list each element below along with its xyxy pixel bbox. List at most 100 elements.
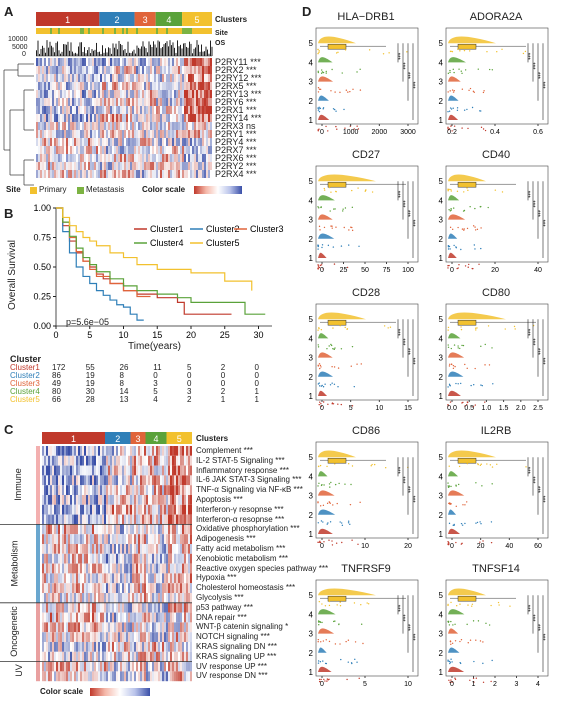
heatmap-cell (146, 138, 148, 146)
rain-point (459, 50, 461, 52)
rain-point (463, 209, 466, 212)
pathway-cell (160, 446, 162, 456)
heatmap-cell (50, 154, 52, 162)
pathway-cell (186, 495, 188, 505)
gene-label: P2RX3 ns (215, 121, 256, 131)
pathway-cell (150, 524, 152, 535)
pathway-cell (158, 602, 160, 613)
pathway-cell (70, 475, 72, 486)
pathway-cell (154, 446, 156, 456)
heatmap-cell (76, 130, 78, 138)
heatmap-cell (192, 146, 194, 154)
pathway-cell (112, 612, 114, 623)
pathway-cell (92, 651, 94, 662)
rain-point (351, 539, 353, 541)
pathway-cell (54, 583, 56, 593)
pathway-cell (114, 485, 116, 495)
rain-point (490, 541, 493, 544)
pathway-cell (68, 622, 70, 633)
rain-point (452, 91, 455, 93)
heatmap-cell (170, 114, 172, 122)
rain-point (350, 483, 352, 486)
pathway-cell (142, 573, 144, 584)
pathway-cell (44, 485, 46, 495)
pathway-label: Oxidative phosphorylation *** (196, 524, 300, 534)
pathway-cell (140, 475, 142, 486)
heatmap-cell (36, 154, 38, 162)
pathway-cell (120, 593, 122, 603)
heatmap-cell (136, 114, 138, 122)
pathway-cell (186, 446, 188, 456)
heatmap-cell (68, 98, 70, 106)
pathway-cell (88, 593, 90, 603)
pathway-cell (120, 475, 122, 486)
heatmap-cell (128, 162, 130, 170)
pathway-cell (48, 651, 50, 662)
pathway-cell (150, 583, 152, 593)
rain-point (447, 326, 450, 329)
rain-point (343, 108, 345, 111)
pathway-cell (130, 671, 132, 682)
pathway-cell (132, 632, 134, 642)
heatmap-cell (40, 74, 42, 82)
raincloud-row-label: 2 (439, 97, 444, 106)
raincloud-row-label: 1 (309, 392, 314, 401)
pathway-cell (186, 455, 188, 466)
pathway-cell (64, 504, 66, 515)
pathway-cell (96, 612, 98, 623)
heatmap-cell (108, 74, 110, 82)
heatmap-cell (82, 122, 84, 130)
heatmap-cell (56, 114, 58, 122)
pathway-cell (168, 632, 170, 642)
heatmap-cell (84, 90, 86, 98)
pathway-cell (124, 544, 126, 554)
heatmap-cell (112, 114, 114, 122)
rain-point (371, 463, 373, 466)
pathway-cell (144, 514, 146, 525)
os-bar (147, 52, 148, 56)
pathway-cell (170, 534, 172, 544)
rain-point (449, 226, 452, 229)
pathway-cell (142, 642, 144, 652)
pathway-cell (108, 534, 110, 544)
pathway-cell (146, 553, 148, 564)
heatmap-cell (100, 66, 102, 74)
raincloud-x-tick-label: 0.0 (447, 405, 457, 412)
rain-point (450, 658, 452, 660)
pathway-cell (126, 622, 128, 633)
pathway-cell (44, 593, 46, 603)
survival-x-tick-label: 20 (186, 330, 196, 340)
heatmap-cell (188, 106, 190, 114)
heatmap-cell (162, 138, 164, 146)
pathway-cell (190, 553, 192, 564)
heatmap-cell (156, 82, 158, 90)
heatmap-cell (48, 74, 50, 82)
pathway-cell (86, 524, 88, 535)
heatmap-cell (192, 138, 194, 146)
pathway-cell (54, 651, 56, 662)
rain-point (460, 328, 463, 331)
rain-point (509, 605, 511, 607)
raincloud-row-label: 5 (309, 177, 314, 186)
heatmap-cell (162, 170, 164, 178)
pathway-cell (136, 671, 138, 682)
rain-point (482, 91, 485, 94)
heatmap-cell (38, 66, 40, 74)
rain-point (451, 228, 454, 231)
pathway-cell (124, 593, 126, 603)
heatmap-cell (102, 82, 104, 90)
pathway-cell (82, 622, 84, 633)
rain-point (350, 662, 353, 664)
heatmap-cell (130, 74, 132, 82)
pathway-cell (174, 573, 176, 584)
pathway-cell (184, 553, 186, 564)
raincloud-plot: CD27 5 4 3 2 1 *** *** *** *** 0 25 50 75 100 (306, 150, 436, 288)
pathway-cell (188, 495, 190, 505)
pathway-cell (58, 602, 60, 613)
pathway-cell (138, 514, 140, 525)
pathway-cell (136, 504, 138, 515)
rain-point (346, 328, 348, 330)
pathway-cell (138, 622, 140, 633)
heatmap-cell (162, 82, 164, 90)
heatmap-cell (98, 82, 100, 90)
